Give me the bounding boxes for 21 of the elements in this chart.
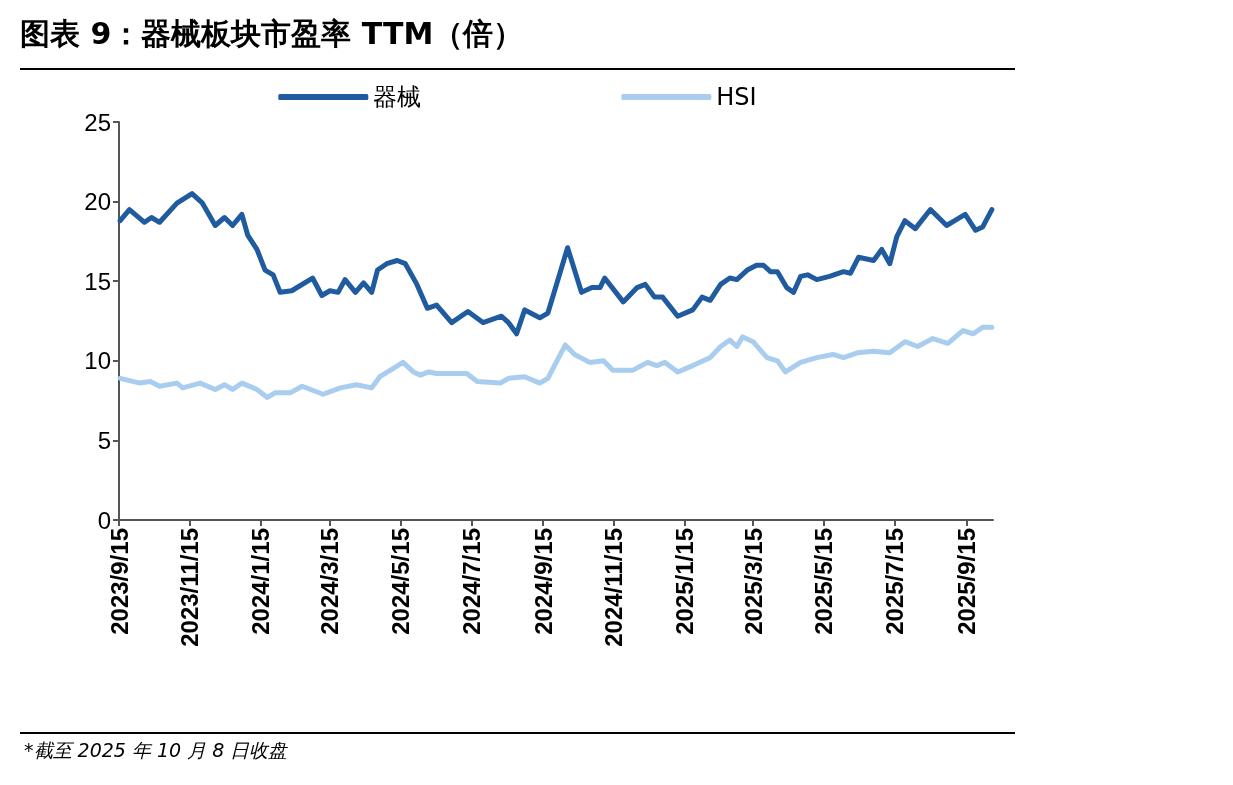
x-tick-label: 2025/7/15	[880, 528, 908, 635]
y-tick-label: 25	[84, 108, 111, 136]
x-tick-label: 2025/3/15	[739, 528, 767, 635]
y-tick-label: 5	[97, 426, 111, 454]
x-tick-label: 2024/9/15	[529, 528, 557, 635]
chart-title: 图表 9：器械板块市盈率 TTM（倍）	[20, 12, 1015, 70]
y-tick-label: 10	[84, 347, 111, 375]
x-tick-label: 2024/3/15	[316, 528, 344, 635]
x-tick-label: 2024/7/15	[457, 528, 485, 635]
x-tick-label: 2023/11/15	[176, 528, 204, 647]
x-tick-label: 2025/5/15	[810, 528, 838, 635]
y-tick-label: 20	[84, 188, 111, 216]
x-tick-label: 2025/1/15	[671, 528, 699, 635]
text: *截至 2025 年 10 月 8 日收盘	[24, 738, 288, 763]
x-tick-label: 2024/5/15	[387, 528, 415, 635]
x-tick-label: 2024/11/15	[600, 528, 628, 647]
x-tick-label: 2024/1/15	[246, 528, 274, 635]
x-tick-label: 2025/9/15	[952, 528, 980, 635]
legend-label: HSI	[716, 83, 757, 111]
y-tick-label: 15	[84, 267, 111, 295]
legend-label: 器械	[373, 83, 422, 111]
